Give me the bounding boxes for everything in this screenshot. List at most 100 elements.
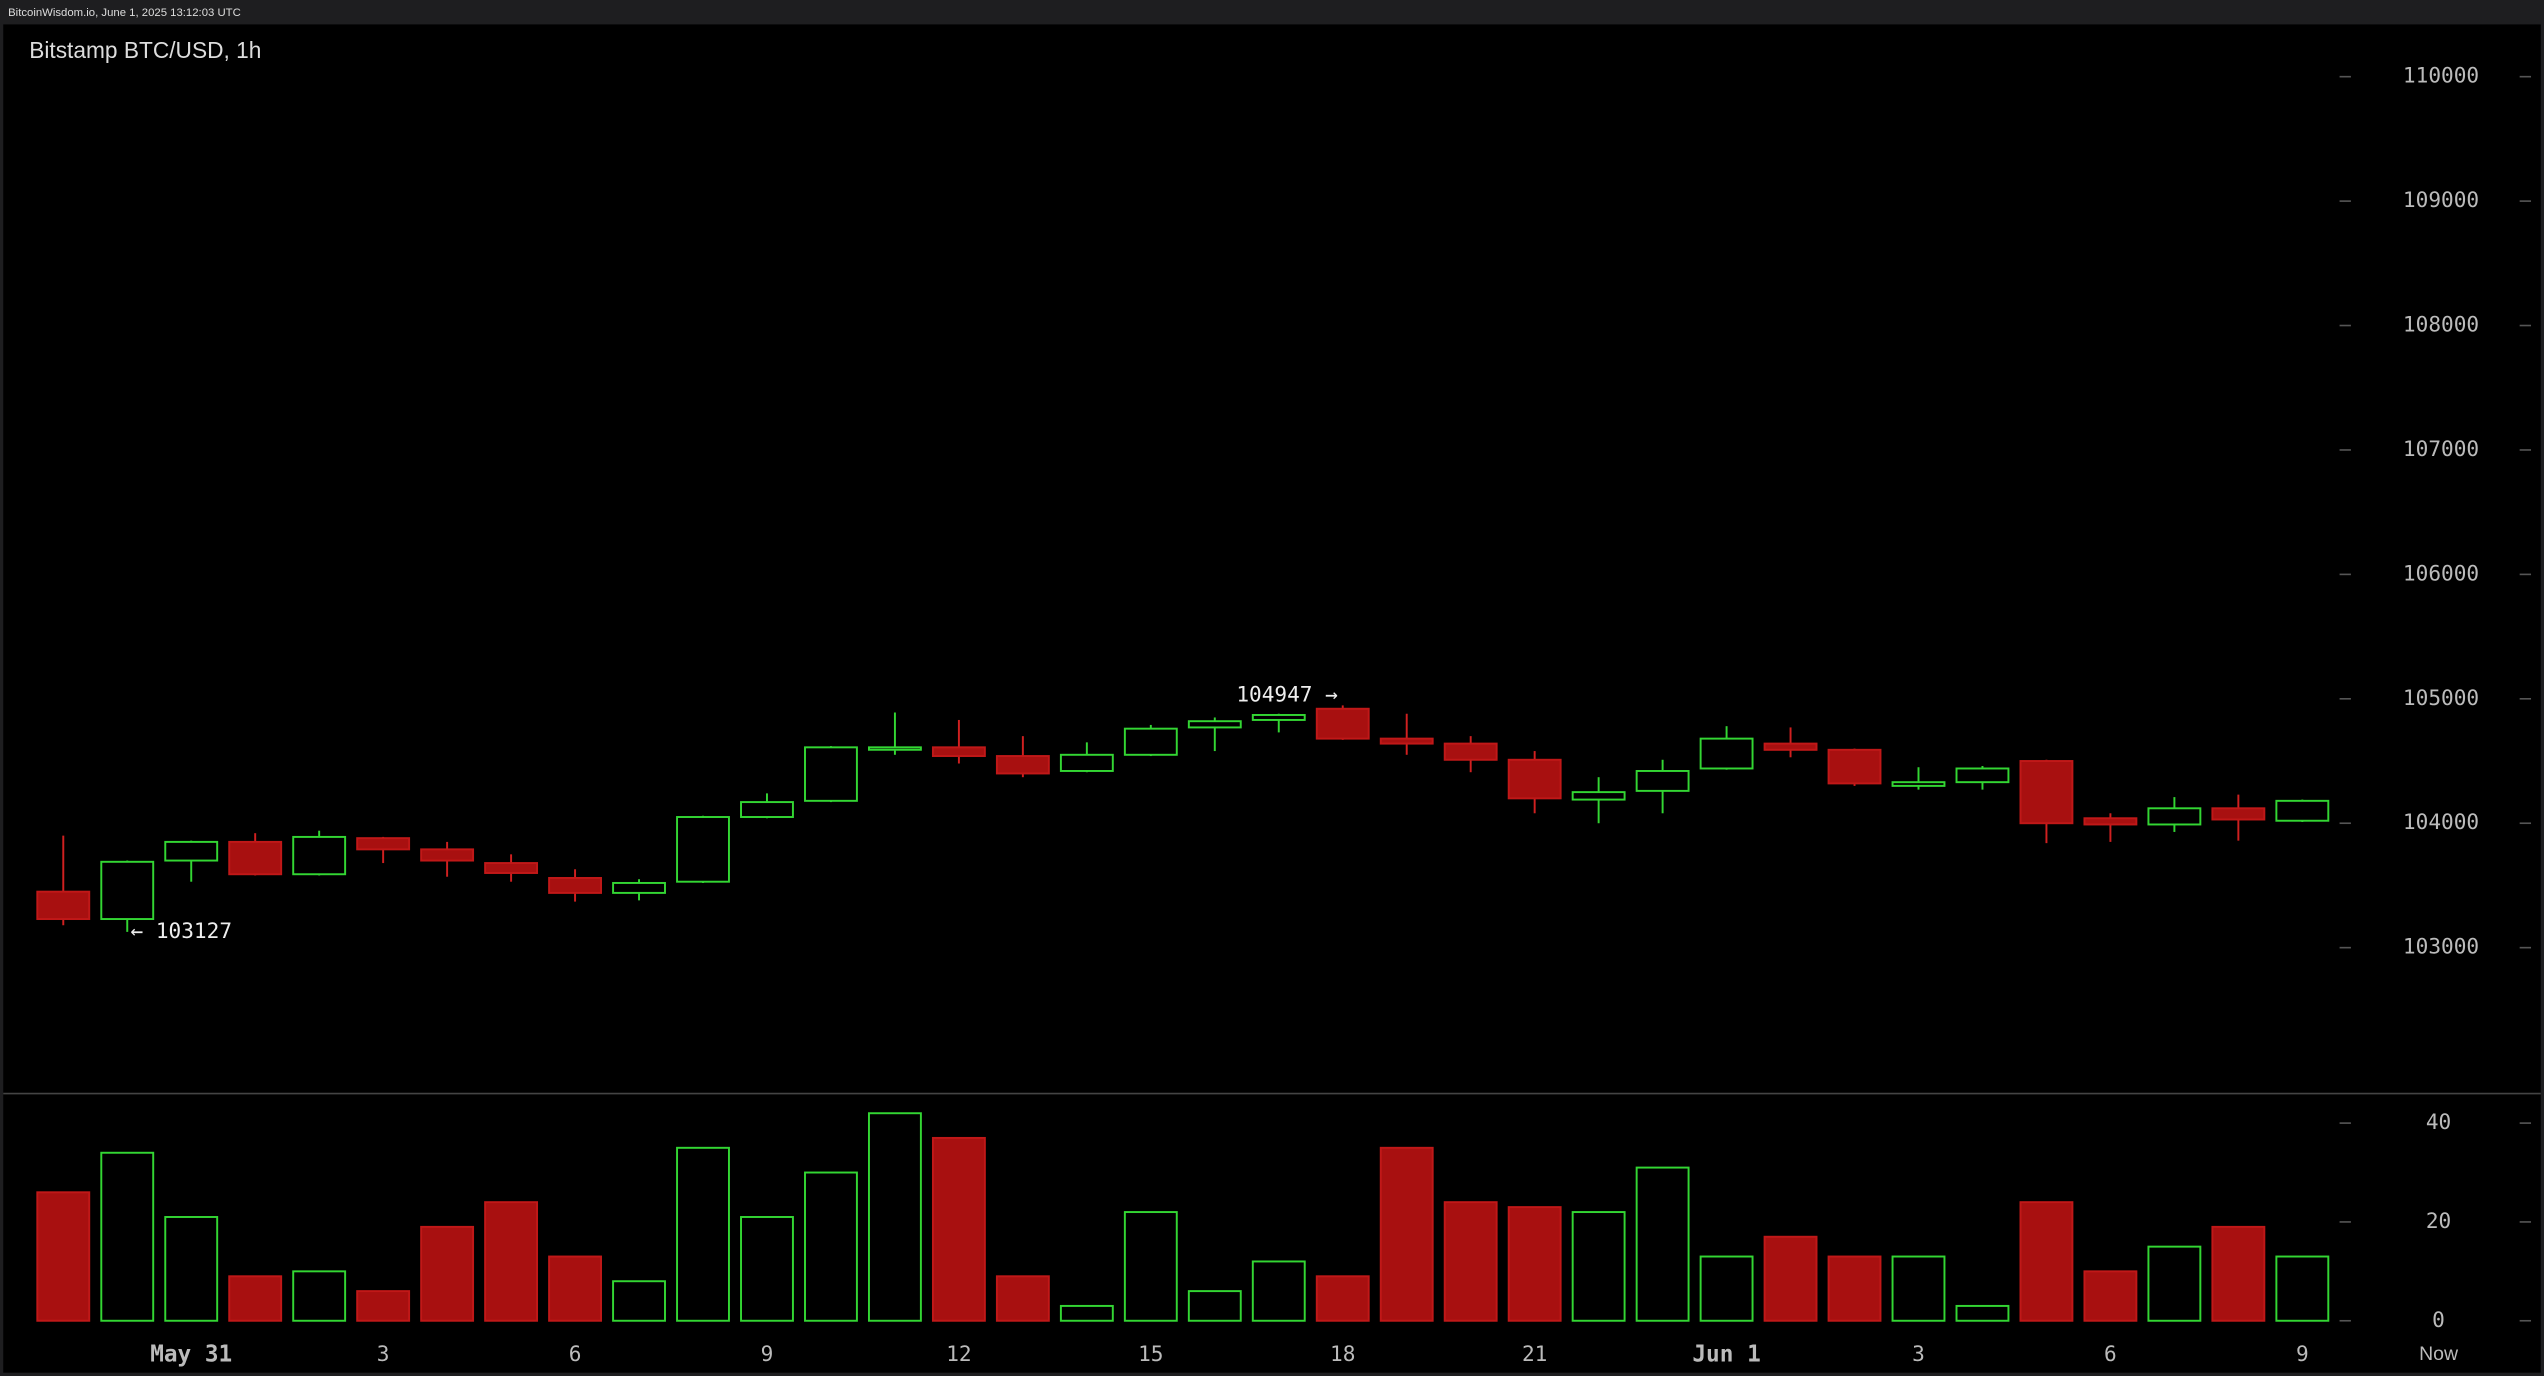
volume-bar bbox=[1955, 1304, 2010, 1322]
x-tick-label: 3 bbox=[1912, 1341, 1925, 1366]
candle-up bbox=[1251, 714, 1306, 721]
candle-up bbox=[740, 801, 794, 818]
candle-down bbox=[1379, 737, 1434, 745]
candle-down bbox=[931, 746, 986, 758]
volume-bar bbox=[1635, 1166, 1690, 1322]
volume-bar bbox=[740, 1216, 794, 1322]
candle-up bbox=[867, 746, 922, 751]
x-end-label: Now bbox=[2419, 1343, 2459, 1365]
x-tick-label: 12 bbox=[946, 1341, 971, 1366]
candle-down bbox=[228, 840, 283, 876]
candle-up bbox=[2275, 799, 2330, 822]
candle-up bbox=[612, 881, 666, 894]
volume-bar bbox=[1379, 1146, 1434, 1322]
y-tick-label: 106000 bbox=[2403, 560, 2479, 585]
x-tick-label: 9 bbox=[761, 1341, 774, 1366]
header: BitcoinWisdom.io, June 1, 2025 13:12:03 … bbox=[8, 7, 241, 19]
y-tick-label: 109000 bbox=[2403, 187, 2479, 212]
volume-bar bbox=[1699, 1255, 1754, 1322]
volume-bar bbox=[228, 1275, 283, 1322]
candle-up bbox=[1635, 769, 1690, 792]
y-tick-label: 108000 bbox=[2403, 312, 2479, 337]
candle-up bbox=[1699, 737, 1754, 770]
volume-bar bbox=[2083, 1270, 2138, 1322]
volume-bar bbox=[612, 1280, 666, 1322]
candle-down bbox=[1763, 742, 1818, 751]
volume-bar bbox=[1571, 1211, 1626, 1322]
candle-up bbox=[804, 746, 858, 802]
volume-bar bbox=[2211, 1225, 2266, 1322]
volume-bar bbox=[356, 1290, 411, 1322]
candle-down bbox=[1443, 742, 1498, 761]
x-tick-label: 15 bbox=[1138, 1341, 1163, 1366]
candle-down bbox=[36, 890, 91, 921]
annotation: ← 103127 bbox=[130, 918, 232, 943]
volume-bar bbox=[867, 1112, 922, 1322]
candle-down bbox=[2211, 807, 2266, 821]
x-tick-label: 18 bbox=[1330, 1341, 1355, 1366]
x-tick-label: 9 bbox=[2296, 1341, 2309, 1366]
chart-title: Bitstamp BTC/USD, 1h bbox=[29, 37, 261, 63]
y-tick-label: 105000 bbox=[2403, 685, 2479, 710]
candle-down bbox=[2019, 760, 2074, 825]
candle-up bbox=[1955, 767, 2010, 784]
x-tick-label: May 31 bbox=[150, 1341, 232, 1367]
volume-bar bbox=[1763, 1235, 1818, 1322]
volume-bar bbox=[292, 1270, 347, 1322]
volume-bar bbox=[548, 1255, 602, 1322]
volume-bar bbox=[100, 1151, 155, 1322]
volume-bar bbox=[1059, 1304, 1114, 1322]
candle-up bbox=[1123, 727, 1178, 756]
candle-up bbox=[1891, 781, 1946, 787]
volume-bar bbox=[1187, 1290, 1242, 1322]
volume-bar bbox=[1891, 1255, 1946, 1322]
volume-bar bbox=[1251, 1260, 1306, 1322]
volume-bar bbox=[420, 1225, 475, 1322]
y-tick-label: 104000 bbox=[2403, 809, 2479, 834]
volume-bar bbox=[1315, 1275, 1370, 1322]
volume-bar bbox=[804, 1171, 858, 1322]
candle-down bbox=[1315, 707, 1370, 740]
volume-bar bbox=[931, 1136, 986, 1322]
candle-up bbox=[1059, 753, 1114, 772]
annotation: 104947 → bbox=[1236, 682, 1338, 707]
y-tick-label: 110000 bbox=[2403, 63, 2479, 88]
volume-bar bbox=[484, 1201, 539, 1322]
volume-bar bbox=[676, 1146, 730, 1322]
volume-bar bbox=[1827, 1255, 1882, 1322]
x-tick-label: Jun 1 bbox=[1692, 1341, 1760, 1367]
candle-down bbox=[356, 837, 411, 851]
volume-bar bbox=[2147, 1245, 2202, 1322]
volume-bar bbox=[36, 1191, 91, 1322]
volume-bar bbox=[164, 1216, 219, 1322]
x-tick-label: 6 bbox=[2104, 1341, 2117, 1366]
candle-up bbox=[1571, 791, 1626, 801]
candle-down bbox=[548, 877, 602, 894]
volume-tick-label: 0 bbox=[2432, 1307, 2445, 1332]
candle-down bbox=[484, 862, 539, 874]
plot-background bbox=[3, 24, 2541, 1373]
volume-tick-label: 20 bbox=[2426, 1208, 2451, 1233]
volume-bar bbox=[1123, 1211, 1178, 1322]
x-tick-label: 21 bbox=[1522, 1341, 1547, 1366]
volume-bar bbox=[1507, 1206, 1562, 1322]
volume-bar bbox=[1443, 1201, 1498, 1322]
candle-up bbox=[164, 840, 219, 862]
candle-up bbox=[100, 860, 155, 921]
candle-up bbox=[676, 816, 730, 883]
volume-bar bbox=[2275, 1255, 2330, 1322]
x-tick-label: 6 bbox=[569, 1341, 582, 1366]
y-tick-label: 107000 bbox=[2403, 436, 2479, 461]
volume-tick-label: 40 bbox=[2426, 1109, 2451, 1134]
candle-down bbox=[2083, 817, 2138, 826]
candle-up bbox=[292, 835, 347, 876]
candle-up bbox=[1187, 720, 1242, 729]
candle-down bbox=[420, 848, 475, 862]
volume-bar bbox=[2019, 1201, 2074, 1322]
volume-bar bbox=[995, 1275, 1050, 1322]
candle-down bbox=[1827, 748, 1882, 785]
y-tick-label: 103000 bbox=[2403, 934, 2479, 959]
x-tick-label: 3 bbox=[377, 1341, 390, 1366]
